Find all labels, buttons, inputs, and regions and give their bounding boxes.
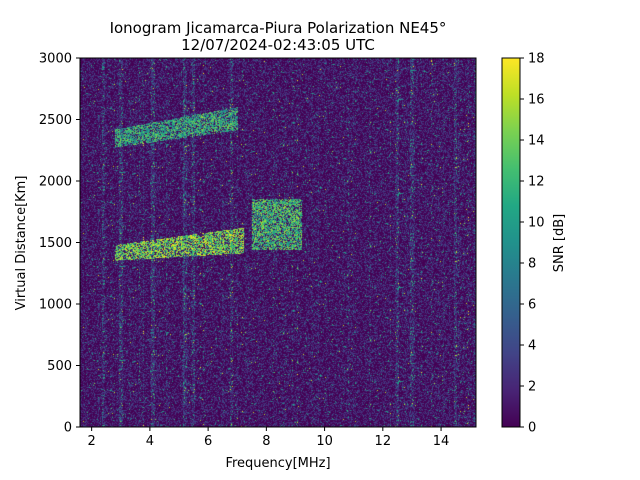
colorbar-tick-label: 12: [528, 175, 545, 190]
x-axis: 2 4 6 8 10 12 14: [88, 427, 450, 449]
colorbar-tick-label: 0: [528, 421, 536, 436]
y-tick-label: 0: [64, 421, 72, 436]
colorbar-gradient: [502, 58, 520, 427]
x-tick-label: 14: [433, 434, 450, 449]
colorbar-ticks: 0 2 4 6 8 10 12 14 16 18: [520, 52, 545, 436]
colorbar-tick-label: 6: [528, 298, 536, 313]
colorbar: 0 2 4 6 8 10 12 14 16 18 SNR [dB]: [501, 52, 567, 436]
y-tick-label: 2500: [39, 113, 72, 128]
y-axis-label: Virtual Distance[Km]: [14, 176, 29, 311]
y-tick-label: 2000: [39, 175, 72, 190]
colorbar-tick-label: 16: [528, 93, 545, 108]
colorbar-label: SNR [dB]: [552, 214, 567, 272]
y-tick-label: 500: [47, 359, 72, 374]
colorbar-tick-label: 8: [528, 257, 536, 272]
y-axis: 0 500 1000 1500 2000 2500 3000: [39, 52, 80, 436]
x-tick-label: 12: [375, 434, 392, 449]
colorbar-tick-label: 10: [528, 216, 545, 231]
y-tick-label: 3000: [39, 52, 72, 67]
colorbar-tick-label: 14: [528, 134, 545, 149]
x-tick-label: 2: [88, 434, 96, 449]
colorbar-tick-label: 18: [528, 52, 545, 67]
chart-subtitle: 12/07/2024-02:43:05 UTC: [181, 36, 375, 54]
colorbar-tick-label: 2: [528, 380, 536, 395]
snr-heatmap: [80, 58, 476, 427]
y-tick-label: 1000: [39, 298, 72, 313]
heatmap-plot-area: [79, 57, 477, 428]
y-tick-label: 1500: [39, 236, 72, 251]
x-axis-label: Frequency[MHz]: [225, 456, 330, 471]
colorbar-tick-label: 4: [528, 339, 536, 354]
chart-title: Ionogram Jicamarca-Piura Polarization NE…: [110, 19, 447, 37]
x-tick-label: 6: [204, 434, 212, 449]
colorbar-frame: [501, 57, 521, 428]
x-tick-label: 8: [262, 434, 270, 449]
x-tick-label: 4: [146, 434, 154, 449]
x-tick-label: 10: [316, 434, 333, 449]
